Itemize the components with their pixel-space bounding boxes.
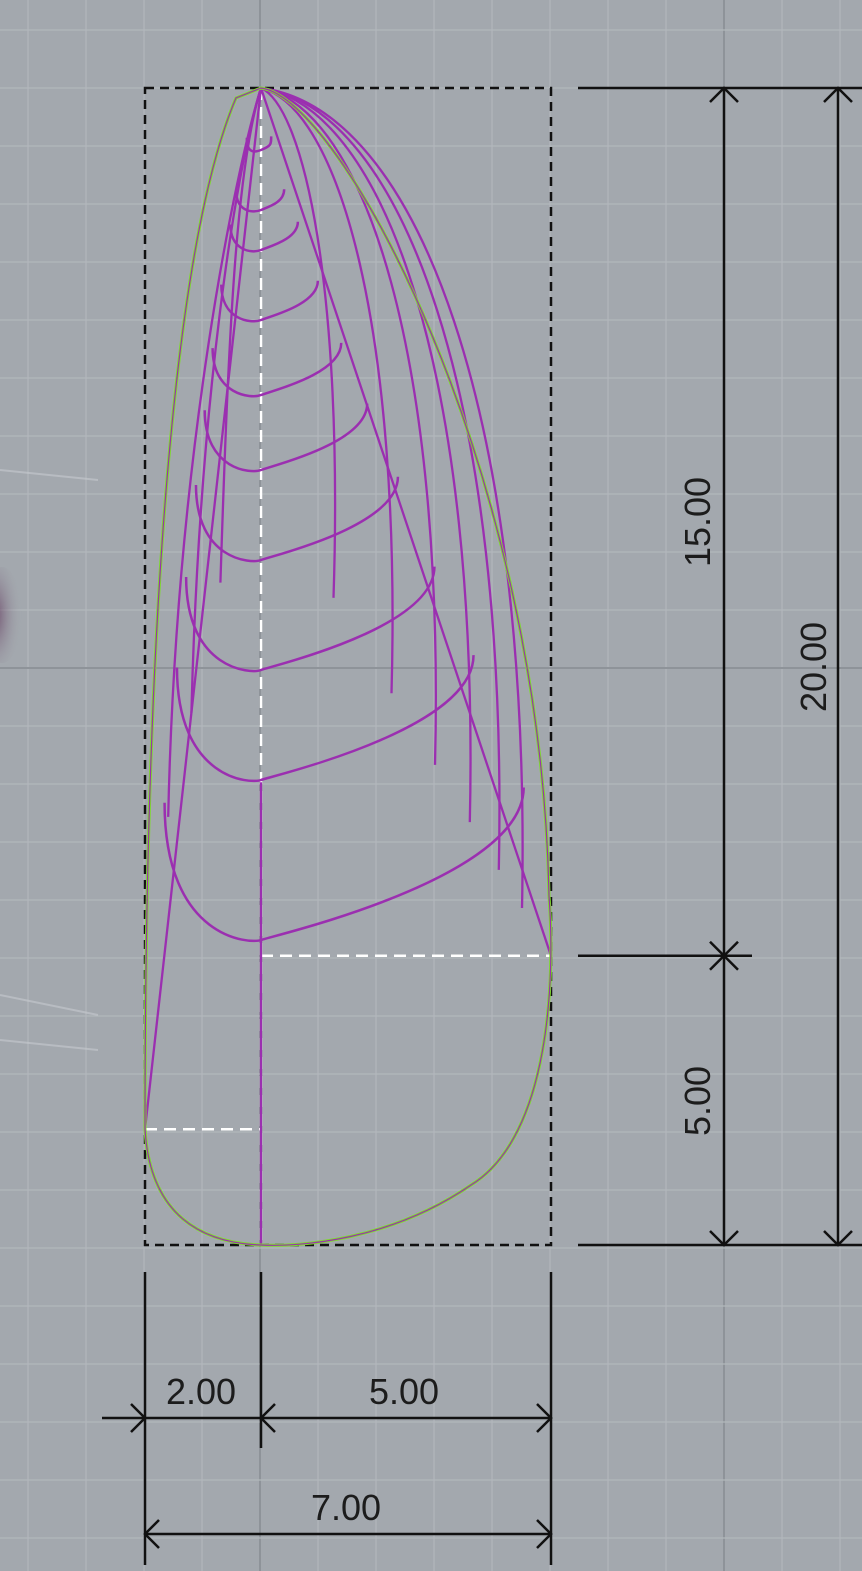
dimension-arrow bbox=[130, 1403, 147, 1433]
section-curve bbox=[211, 342, 343, 398]
model-geometry bbox=[143, 86, 553, 1247]
section-curve bbox=[203, 403, 369, 473]
dimension-annotations bbox=[102, 86, 862, 1565]
dimension-arrow bbox=[143, 1519, 160, 1549]
longitudinal-curve bbox=[260, 86, 437, 765]
dimension-right-offset-label[interactable]: 5.00 bbox=[369, 1371, 439, 1412]
dimension-left-offset-label[interactable]: 2.00 bbox=[166, 1371, 236, 1412]
dimension-arrow bbox=[536, 1519, 553, 1549]
ruling-line bbox=[259, 87, 553, 957]
dimension-arrow bbox=[823, 1230, 853, 1247]
longitudinal-curve bbox=[260, 86, 394, 694]
dimension-total-width-label[interactable]: 7.00 bbox=[311, 1487, 381, 1528]
section-curve bbox=[220, 280, 320, 323]
dimension-upper-height-label[interactable]: 15.00 bbox=[677, 477, 718, 567]
dimension-arrow bbox=[259, 1403, 276, 1433]
longitudinal-curve bbox=[260, 86, 501, 870]
dimension-arrow bbox=[709, 1230, 739, 1247]
profile-outline-inner bbox=[144, 87, 552, 1246]
longitudinal-curve bbox=[167, 87, 263, 817]
section-curve bbox=[163, 787, 525, 943]
section-curve bbox=[184, 566, 436, 673]
dimension-arrow bbox=[823, 86, 853, 103]
dimension-lower-height-label[interactable]: 5.00 bbox=[677, 1066, 718, 1136]
dimension-arrow bbox=[536, 1403, 553, 1433]
section-curve bbox=[229, 221, 300, 253]
dimension-total-height-label[interactable]: 20.00 bbox=[793, 622, 834, 712]
bounding-box bbox=[143, 86, 553, 1247]
dimension-arrow bbox=[709, 953, 739, 971]
background-object bbox=[0, 469, 99, 1051]
dimension-arrow bbox=[709, 86, 739, 103]
section-curve bbox=[175, 655, 475, 783]
ruling-line bbox=[143, 87, 263, 1130]
longitudinal-curve bbox=[260, 86, 337, 598]
longitudinal-curve bbox=[260, 86, 524, 909]
